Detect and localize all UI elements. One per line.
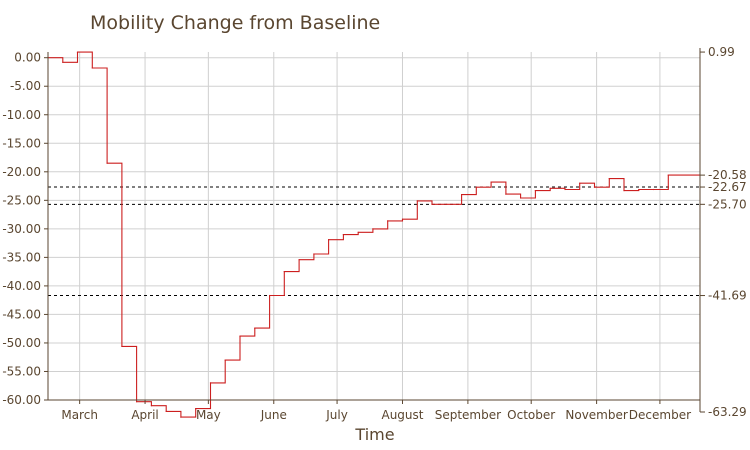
data-point <box>653 188 655 191</box>
data-point <box>342 234 344 236</box>
data-point <box>401 218 404 220</box>
data-point <box>150 405 152 407</box>
data-point <box>357 231 359 233</box>
data-point <box>461 194 463 196</box>
data-point <box>298 259 300 261</box>
right-axis-label: -20.58 <box>708 168 747 182</box>
y-tick-label: -35.00 <box>2 250 41 264</box>
series-line <box>48 51 700 418</box>
data-point <box>239 335 241 337</box>
y-tick-label: -50.00 <box>2 336 41 350</box>
reference-lines <box>48 186 700 297</box>
data-point <box>623 190 625 192</box>
x-tick-label: May <box>196 408 221 422</box>
y-tick-label: -5.00 <box>10 79 41 93</box>
y-tick-label: -15.00 <box>2 136 41 150</box>
series-layer <box>47 51 700 418</box>
x-tick-label: November <box>565 408 627 422</box>
data-point <box>62 61 64 63</box>
data-point <box>579 182 581 184</box>
x-tick-label: March <box>61 408 98 422</box>
x-tick-label: October <box>507 408 555 422</box>
data-point <box>195 408 197 410</box>
data-point <box>387 220 389 222</box>
y-tick-label: -45.00 <box>2 307 41 321</box>
axes <box>44 48 705 413</box>
x-tick-label: April <box>131 408 158 422</box>
chart-title: Mobility Change from Baseline <box>90 12 380 34</box>
right-axis-label: -25.70 <box>708 197 747 211</box>
y-tick-label: -55.00 <box>2 364 41 378</box>
y-tick-label: -10.00 <box>2 108 41 122</box>
data-point <box>534 190 537 192</box>
data-point <box>165 410 167 412</box>
data-point <box>224 359 226 361</box>
data-point <box>328 239 330 241</box>
x-tick-label: July <box>325 408 348 422</box>
y-tick-label: -30.00 <box>2 222 41 236</box>
x-axis-label: Time <box>354 425 394 444</box>
data-point <box>76 51 79 53</box>
grid-layer <box>48 52 700 401</box>
data-point <box>209 382 212 384</box>
data-point <box>372 228 374 230</box>
data-point <box>254 327 256 329</box>
data-point <box>667 174 669 176</box>
y-tick-label: -20.00 <box>2 165 41 179</box>
y-tick-label: 0.00 <box>14 51 41 65</box>
data-point <box>416 200 418 202</box>
x-tick-label: August <box>381 408 423 422</box>
y-tick-label: -60.00 <box>2 393 41 407</box>
data-point <box>446 203 448 205</box>
data-point <box>91 67 93 69</box>
tick-labels: 0.00 -5.00 -10.00 -15.00 -20.00 -25.00 -30.00 -… <box>2 45 746 422</box>
data-point <box>549 187 551 189</box>
data-point <box>106 162 108 164</box>
x-tick-label: September <box>435 408 501 422</box>
right-axis-label: 0.99 <box>708 45 735 59</box>
data-point <box>608 178 610 180</box>
y-tick-label: -40.00 <box>2 279 41 293</box>
x-tick-label: June <box>260 408 287 422</box>
data-point <box>593 186 596 188</box>
data-point <box>520 197 522 199</box>
data-point <box>121 345 123 347</box>
data-point <box>475 186 477 188</box>
x-tick-label: December <box>629 408 691 422</box>
data-point <box>136 401 138 403</box>
data-point <box>564 188 566 191</box>
right-axis-label: -41.69 <box>708 289 747 303</box>
data-point <box>180 416 182 418</box>
data-point <box>269 294 271 297</box>
right-axis-label: -63.29 <box>708 405 747 419</box>
data-point <box>638 188 640 191</box>
data-point <box>283 271 285 273</box>
data-point <box>505 193 507 195</box>
right-axis-label: -22.67 <box>708 180 747 194</box>
data-point <box>313 253 315 255</box>
data-point <box>490 181 492 183</box>
data-point <box>431 203 433 205</box>
y-tick-label: -25.00 <box>2 193 41 207</box>
